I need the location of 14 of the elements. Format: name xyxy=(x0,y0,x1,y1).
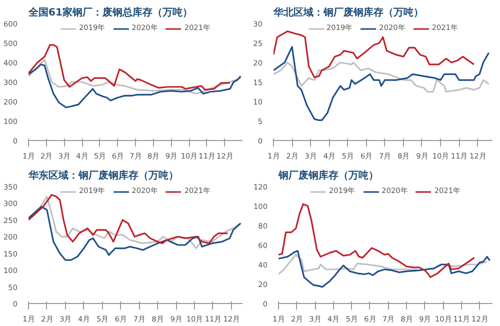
line-series xyxy=(28,206,242,261)
line-series xyxy=(278,203,476,278)
line-series xyxy=(28,194,229,244)
line-series xyxy=(274,46,490,122)
line-series xyxy=(278,250,491,288)
chart-title: 华东区域：钢厂废钢库存（万吨） xyxy=(28,170,178,182)
line-series xyxy=(28,64,242,108)
chart-title: 华北区域：钢厂废钢库存（万吨） xyxy=(272,6,424,18)
chart-title: 钢厂废钢库存（万吨） xyxy=(278,170,378,182)
line-series xyxy=(28,58,242,94)
chart-title: 全国61家钢厂：废钢总库存（万吨） xyxy=(28,6,192,18)
line-series xyxy=(274,62,490,93)
line-series xyxy=(274,30,475,78)
line-series xyxy=(28,44,231,91)
